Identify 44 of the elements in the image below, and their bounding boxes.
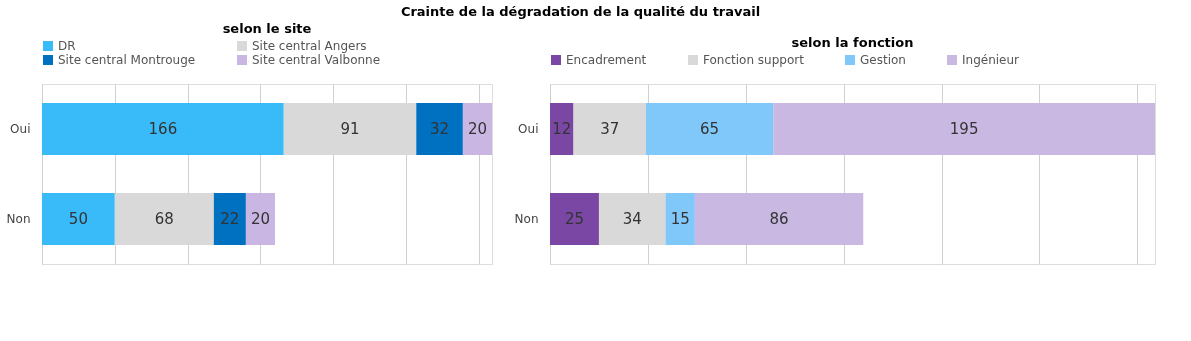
bar bbox=[645, 103, 774, 155]
legend-label: Ingénieur bbox=[962, 53, 1020, 67]
y-tick-label: Non bbox=[6, 212, 31, 226]
data-label: 15 bbox=[670, 210, 690, 228]
data-label: 166 bbox=[148, 120, 178, 138]
bar bbox=[550, 193, 599, 245]
data-label: 50 bbox=[68, 210, 88, 228]
data-label: 12 bbox=[552, 120, 572, 138]
y-tick-label: Non bbox=[514, 212, 539, 226]
bar bbox=[773, 103, 1155, 155]
data-label: 20 bbox=[467, 120, 487, 138]
bar bbox=[665, 193, 695, 245]
bar bbox=[550, 103, 574, 155]
legend-label: Site central Valbonne bbox=[252, 53, 381, 67]
legend-label: Encadrement bbox=[566, 53, 647, 67]
y-tick-label: Oui bbox=[10, 122, 31, 136]
bar bbox=[42, 103, 284, 155]
bar bbox=[694, 193, 864, 245]
data-label: 195 bbox=[949, 120, 979, 138]
bar bbox=[573, 103, 646, 155]
bar bbox=[416, 103, 463, 155]
data-label: 91 bbox=[340, 120, 360, 138]
data-label: 86 bbox=[769, 210, 789, 228]
legend-label: Site central Angers bbox=[252, 39, 367, 53]
data-label: 20 bbox=[250, 210, 270, 228]
data-label: 22 bbox=[220, 210, 240, 228]
bar bbox=[213, 193, 246, 245]
data-label: 37 bbox=[600, 120, 620, 138]
legend-label: DR bbox=[58, 39, 76, 53]
text: Crainte de la dégradation de la qualité du travail bbox=[400, 3, 761, 19]
data-label: 32 bbox=[430, 120, 450, 138]
data-label: 68 bbox=[154, 210, 174, 228]
legend-label: Gestion bbox=[860, 53, 906, 67]
y-tick-label: Oui bbox=[518, 122, 539, 136]
bar bbox=[245, 193, 276, 245]
bar bbox=[462, 103, 492, 155]
chart-subtitle: selon le site bbox=[222, 21, 312, 36]
bar bbox=[42, 193, 115, 245]
chart-subtitle: selon la fonction bbox=[791, 35, 914, 50]
data-label: 65 bbox=[700, 120, 720, 138]
legend-label: Fonction support bbox=[703, 53, 805, 67]
data-label: 25 bbox=[564, 210, 585, 228]
legend-label: Site central Montrouge bbox=[58, 53, 196, 67]
data-label: 34 bbox=[622, 210, 642, 228]
